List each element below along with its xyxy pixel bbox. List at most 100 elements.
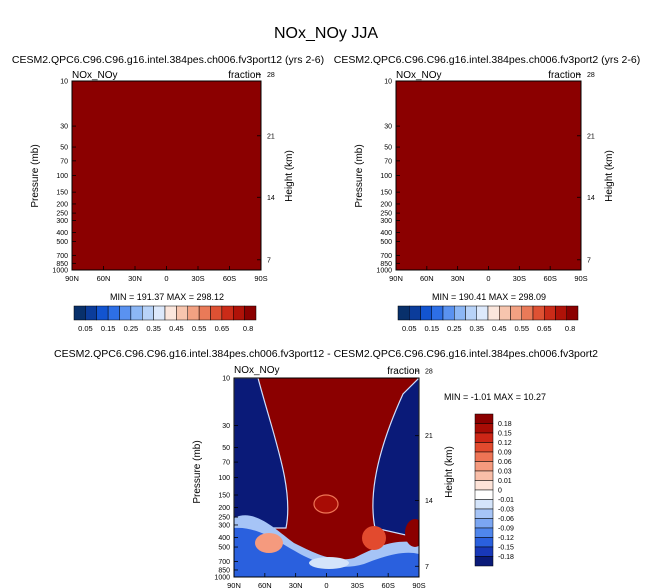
panel-3-colorbar: 0.18 0.15 0.12 0.09 0.06 0.03 0.01 0 -0.01 -0.03 -… bbox=[474, 413, 514, 567]
colorbar-tick-label: 0.01 bbox=[498, 478, 512, 485]
colorbar-swatch bbox=[85, 305, 97, 321]
colorbar-swatch bbox=[198, 305, 211, 321]
panel-3-height-tick-label: 14 bbox=[425, 498, 433, 505]
panel-2: CESM2.QPC6.C96.C96.g16.intel.384pes.ch00… bbox=[334, 54, 640, 333]
panel-1-x-tick-label: 90N bbox=[65, 274, 79, 283]
panel-3-min-max: MIN = -1.01 MAX = 10.27 bbox=[444, 392, 546, 402]
panel-1-plot-area bbox=[72, 81, 261, 270]
panel-2-y-tick-label: 700 bbox=[380, 253, 392, 260]
colorbar-swatch bbox=[187, 305, 200, 321]
panel-1-left-label: NOx_NOy bbox=[72, 70, 118, 81]
colorbar-swatch bbox=[487, 305, 500, 321]
colorbar-tick-label: 0.25 bbox=[447, 324, 462, 333]
panel-1-y-tick-label: 850 bbox=[56, 261, 68, 268]
page-title: NOx_NOy JJA bbox=[274, 25, 378, 42]
colorbar-swatch bbox=[474, 470, 494, 481]
panel-2-y-tick-label: 100 bbox=[380, 173, 392, 180]
panel-2-y-tick-label: 150 bbox=[380, 190, 392, 197]
colorbar-tick-label: -0.12 bbox=[498, 535, 514, 542]
colorbar-tick-label: -0.01 bbox=[498, 497, 514, 504]
diff-region-lower-blue bbox=[234, 527, 419, 577]
panel-2-height-tick-label: 7 bbox=[587, 257, 591, 264]
colorbar-swatch bbox=[532, 305, 545, 321]
panel-3-x-tick-label: 90S bbox=[412, 581, 425, 588]
colorbar-swatch bbox=[465, 305, 477, 321]
colorbar-swatch bbox=[474, 489, 494, 500]
panel-2-y-tick-label: 200 bbox=[380, 201, 392, 208]
colorbar-swatch bbox=[153, 305, 166, 321]
panel-1-y-tick-label: 1000 bbox=[52, 268, 68, 275]
colorbar-tick-label: 0.06 bbox=[498, 459, 512, 466]
panel-2-x-tick-label: 0 bbox=[486, 274, 490, 283]
panel-1-y-tick-label: 500 bbox=[56, 239, 68, 246]
diff-region-north-negative bbox=[234, 378, 289, 539]
panel-3-y-axis-label: Pressure (mb) bbox=[192, 440, 203, 503]
colorbar-swatch bbox=[442, 305, 455, 321]
colorbar-swatch bbox=[221, 305, 234, 321]
colorbar-tick-label: 0 bbox=[498, 488, 502, 495]
panel-3-y-tick-label: 10 bbox=[222, 376, 230, 383]
colorbar-swatch bbox=[474, 432, 494, 443]
panel-2-min-max: MIN = 190.41 MAX = 298.09 bbox=[432, 292, 546, 302]
colorbar-swatch bbox=[130, 305, 143, 321]
panel-1-y-tick-label: 50 bbox=[60, 145, 68, 152]
panel-3-y-tick-label: 70 bbox=[222, 460, 230, 467]
panel-3-right-label: fraction bbox=[387, 366, 420, 377]
panel-2-right-label: fraction bbox=[548, 70, 581, 81]
colorbar-tick-label: 0.03 bbox=[498, 469, 512, 476]
panel-1-right-label: fraction bbox=[228, 70, 261, 81]
colorbar-tick-label: 0.35 bbox=[469, 324, 484, 333]
panel-3-x-tick-label: 60N bbox=[258, 581, 272, 588]
panel-1-height-tick-label: 21 bbox=[267, 133, 275, 140]
colorbar-tick-label: 0.65 bbox=[215, 324, 230, 333]
colorbar-swatch bbox=[499, 305, 511, 321]
panel-3-y-tick-label: 250 bbox=[218, 515, 230, 522]
panel-1-y-tick-label: 150 bbox=[56, 190, 68, 197]
panel-1-x-tick-label: 0 bbox=[164, 274, 168, 283]
colorbar-tick-label: 0.09 bbox=[498, 450, 512, 457]
colorbar-tick-label: 0.45 bbox=[169, 324, 184, 333]
colorbar-swatch bbox=[233, 305, 245, 321]
panel-3-height-tick-label: 28 bbox=[425, 368, 433, 375]
colorbar-swatch bbox=[107, 305, 120, 321]
colorbar-swatch bbox=[474, 527, 494, 538]
colorbar-tick-label: -0.15 bbox=[498, 545, 514, 552]
colorbar-tick-label: 0.35 bbox=[146, 324, 161, 333]
panel-3-height-tick-label: 7 bbox=[425, 564, 429, 571]
panel-3-title: CESM2.QPC6.C96.C96.g16.intel.384pes.ch00… bbox=[54, 348, 598, 360]
panel-2-x-tick-label: 30S bbox=[513, 274, 526, 283]
colorbar-tick-label: 0.45 bbox=[492, 324, 507, 333]
panel-2-y-axis-label: Pressure (mb) bbox=[354, 144, 365, 207]
colorbar-swatch bbox=[176, 305, 188, 321]
panel-1-y-tick-label: 70 bbox=[60, 158, 68, 165]
panel-1-y-tick-label: 100 bbox=[56, 173, 68, 180]
panel-2-left-label: NOx_NOy bbox=[396, 70, 442, 81]
panel-3-y-tick-label: 50 bbox=[222, 445, 230, 452]
colorbar-swatch bbox=[476, 305, 489, 321]
colorbar-swatch bbox=[474, 556, 494, 567]
colorbar-swatch bbox=[544, 305, 556, 321]
diff-patch-equatorial bbox=[313, 494, 339, 514]
panel-3-plot-area bbox=[234, 378, 419, 577]
panel-3: CESM2.QPC6.C96.C96.g16.intel.384pes.ch00… bbox=[54, 348, 598, 588]
colorbar-swatch bbox=[244, 305, 257, 321]
panel-2-x-tick-label: 60S bbox=[543, 274, 556, 283]
panel-2-y-tick-label: 10 bbox=[384, 79, 392, 86]
colorbar-swatch bbox=[474, 537, 494, 548]
panel-1-y-tick-label: 300 bbox=[56, 218, 68, 225]
colorbar-tick-label: -0.03 bbox=[498, 507, 514, 514]
diff-patch-positive bbox=[362, 526, 386, 550]
panel-1-x-tick-label: 60N bbox=[97, 274, 111, 283]
panel-3-y-tick-label: 1000 bbox=[214, 575, 230, 582]
panel-3-x-tick-label: 30N bbox=[289, 581, 303, 588]
panel-1-height-tick-label: 14 bbox=[267, 195, 275, 202]
panel-1-y-tick-label: 250 bbox=[56, 211, 68, 218]
colorbar-tick-label: -0.09 bbox=[498, 526, 514, 533]
panel-1-x-tick-label: 60S bbox=[223, 274, 236, 283]
colorbar-swatch bbox=[474, 442, 494, 453]
colorbar-tick-label: -0.06 bbox=[498, 516, 514, 523]
panel-3-height-tick-label: 21 bbox=[425, 433, 433, 440]
panel-3-height-axis-label: Height (km) bbox=[444, 446, 455, 498]
colorbar-swatch bbox=[474, 461, 494, 472]
